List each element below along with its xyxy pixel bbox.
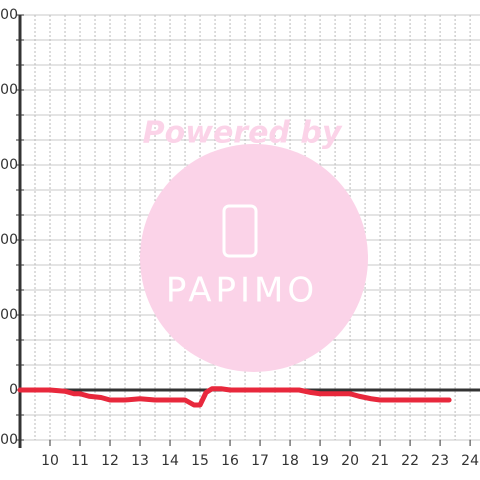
x-tick-label: 18 — [281, 453, 299, 469]
watermark-circle — [140, 144, 368, 372]
x-tick-label: 13 — [131, 453, 149, 469]
x-tick-label: 20 — [341, 453, 359, 469]
x-tick-label: 24 — [461, 453, 479, 469]
x-tick-label: 16 — [221, 453, 239, 469]
y-tick-label: 0 — [9, 382, 18, 398]
x-tick-label: 14 — [161, 453, 179, 469]
watermark-phone — [222, 204, 258, 258]
y-tick-label: 30,000 — [0, 307, 18, 323]
y-tick-label: -20,000 — [0, 432, 18, 448]
x-tick-label: 15 — [191, 453, 209, 469]
x-tick-label: 10 — [41, 453, 59, 469]
x-tick-label: 22 — [401, 453, 419, 469]
y-tick-label: 120,000 — [0, 82, 18, 98]
x-tick-label: 11 — [71, 453, 89, 469]
x-tick-label: 17 — [251, 453, 269, 469]
x-tick-label: 21 — [371, 453, 389, 469]
y-tick-label: 60,000 — [0, 232, 18, 248]
x-tick-label: 12 — [101, 453, 119, 469]
x-tick-label: 19 — [311, 453, 329, 469]
y-tick-label: 150,000 — [0, 7, 18, 23]
y-tick-label: 90,000 — [0, 157, 18, 173]
data-line — [17, 386, 452, 408]
x-tick-label: 23 — [431, 453, 449, 469]
watermark-caption: Powered by — [143, 116, 343, 151]
watermark-logo: PAPIMO — [166, 271, 318, 311]
